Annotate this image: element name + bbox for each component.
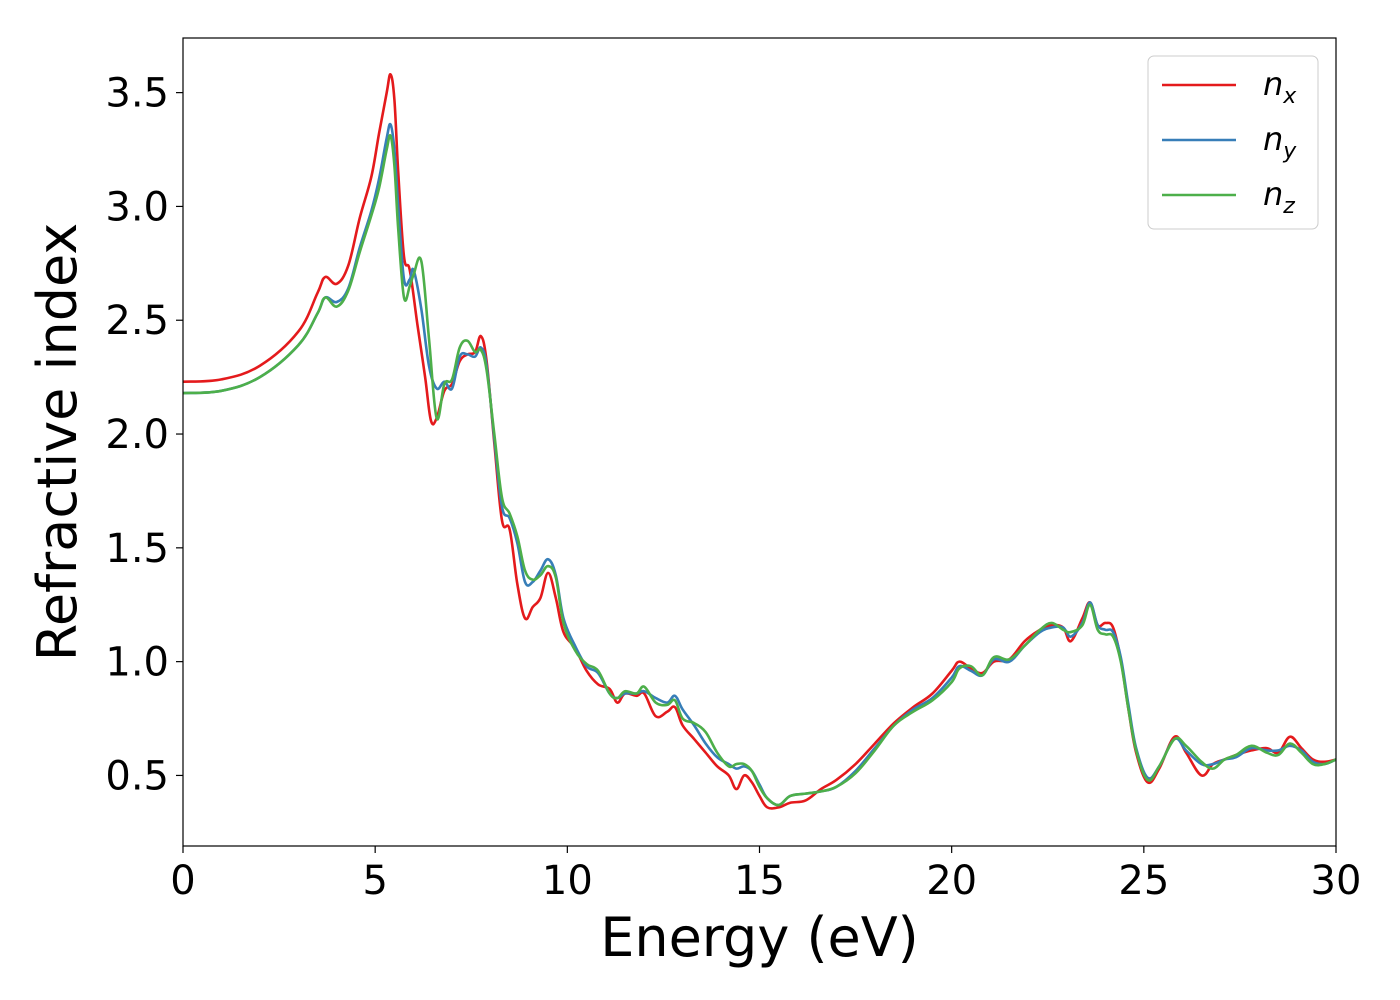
y-tick-label: 3.5	[105, 71, 169, 117]
y-tick-label: 3.0	[105, 184, 169, 230]
x-tick-label: 5	[362, 858, 387, 904]
x-axis-label: Energy (eV)	[600, 906, 919, 969]
series-line-z	[183, 133, 1336, 807]
x-tick-label: 10	[542, 858, 593, 904]
ticks-layer: 0 5 10 15 20 25 30 0.5 1.0 1.5 2.0 2.5 3.0 3.5	[105, 71, 1361, 904]
series-layer	[183, 73, 1336, 810]
y-tick-label: 0.5	[105, 753, 169, 799]
y-tick-label: 1.5	[105, 526, 169, 572]
x-tick-label: 25	[1118, 858, 1169, 904]
legend-box	[1147, 55, 1319, 230]
y-axis-label: Refractive index	[26, 223, 89, 662]
y-tick-label: 2.5	[105, 298, 169, 344]
x-tick-label: 30	[1311, 858, 1362, 904]
x-tick-label: 0	[170, 858, 195, 904]
x-tick-label: 15	[734, 858, 785, 904]
y-tick-label: 2.0	[105, 412, 169, 458]
y-tick-label: 1.0	[105, 640, 169, 686]
x-tick-label: 20	[926, 858, 977, 904]
